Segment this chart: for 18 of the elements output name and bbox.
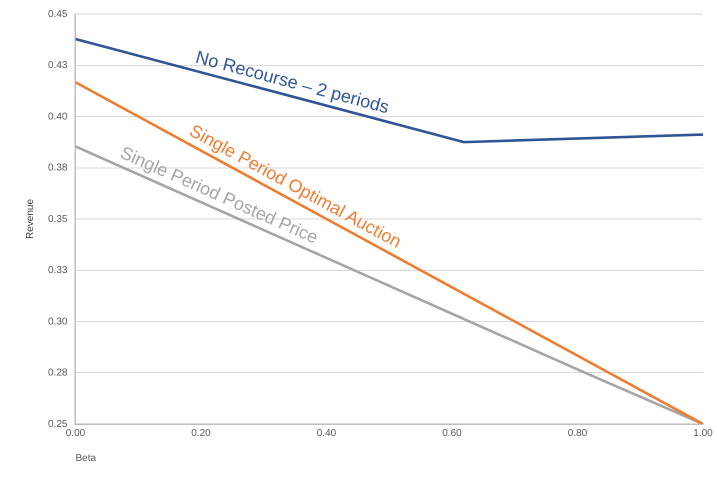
y-tick-label: 0.43 xyxy=(48,60,68,71)
x-tick-label: 0.60 xyxy=(442,428,462,439)
y-tick-label: 0.40 xyxy=(48,111,68,122)
x-axis-title: Beta xyxy=(75,452,96,464)
y-tick-label: 0.38 xyxy=(48,162,68,174)
y-tick-label: 0.25 xyxy=(48,418,68,430)
x-tick-label: 0.80 xyxy=(568,428,588,439)
y-tick-label: 0.35 xyxy=(48,214,68,225)
y-tick-label: 0.30 xyxy=(48,316,68,328)
y-axis-title: Revenue xyxy=(24,198,36,240)
y-tick-label: 0.28 xyxy=(48,368,68,378)
y-tick-label: 0.33 xyxy=(48,265,68,276)
text: No Recourse – 2 periods xyxy=(194,46,392,118)
x-tick-label: 0.40 xyxy=(316,428,337,439)
y-tick-label: 0.45 xyxy=(48,8,68,20)
x-tick-label: 0.20 xyxy=(191,428,212,439)
x-tick-label: 0.00 xyxy=(66,428,86,439)
x-tick-label: 1.00 xyxy=(693,428,714,439)
